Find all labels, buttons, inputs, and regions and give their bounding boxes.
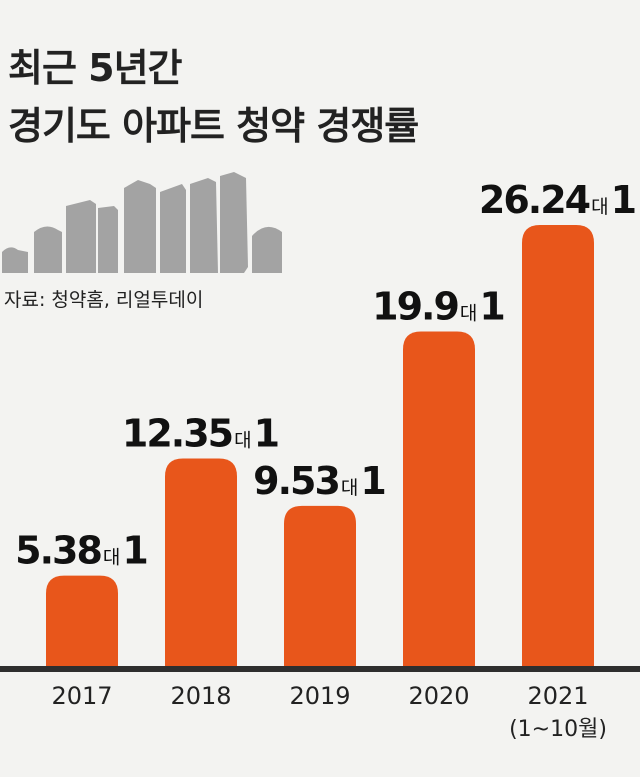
value-label-2018: 12.35 대1 [122,411,280,455]
bar-2021 [522,225,594,666]
x-tick-label-2018: 2018 [170,682,231,710]
x-tick-label-2017: 2017 [51,682,112,710]
value-label-2019: 9.53 대1 [253,459,387,503]
value-label-2021: 26.24 대1 [479,178,637,222]
chart-title-line-2: 경기도 아파트 청약 경쟁률 [8,104,419,148]
bar-2018 [165,458,237,666]
x-tick-sublabel-2021: (1~10월) [509,717,607,742]
x-tick-label-2020: 2020 [408,682,469,710]
source-note: 자료: 청약홈, 리얼투데이 [4,289,204,311]
x-tick-label-2021: 2021 [527,682,588,710]
bar-2020 [403,331,475,666]
city-skyline-icon [2,172,282,273]
x-tick-label-2019: 2019 [289,682,350,710]
chart-title-line-1: 최근 5년간 [8,46,183,90]
bar-2019 [284,505,356,666]
value-label-2020: 19.9 대1 [372,285,506,329]
bar-2017 [46,575,118,666]
value-label-2017: 5.38 대1 [15,529,149,573]
